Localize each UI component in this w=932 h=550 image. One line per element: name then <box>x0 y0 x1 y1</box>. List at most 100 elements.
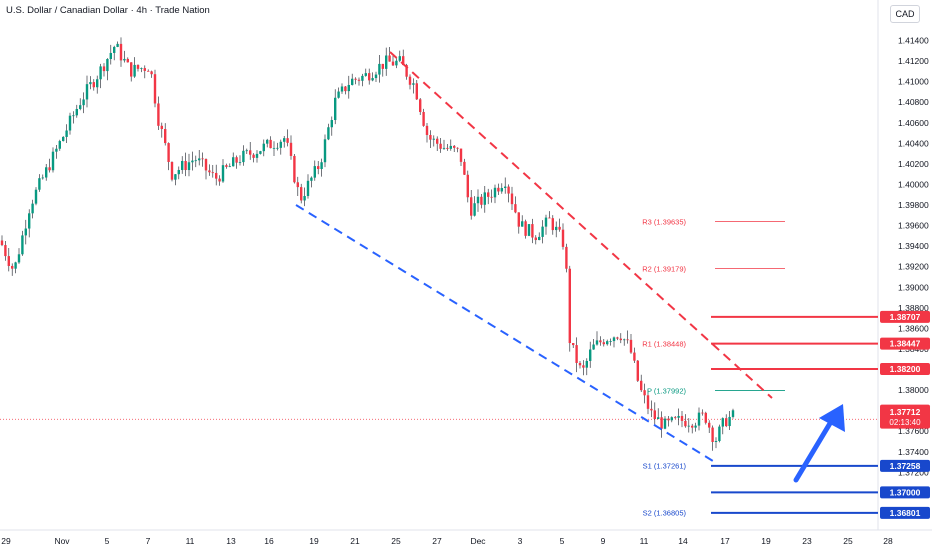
candle-body <box>198 158 201 161</box>
candle-body <box>24 228 27 236</box>
candle-body <box>334 97 337 121</box>
candle-body <box>208 170 211 173</box>
candle-body <box>439 143 442 149</box>
candle-body <box>670 417 673 421</box>
candle-body <box>514 204 517 213</box>
candle-body <box>432 138 435 140</box>
candle-body <box>340 86 344 92</box>
candle-body <box>453 145 456 148</box>
candle-body <box>470 197 473 216</box>
candle-body <box>368 73 371 81</box>
candle-body <box>306 180 310 197</box>
price-axis[interactable]: 1.41400 1.41200 1.41000 1.40800 1.40600 1.404… <box>880 36 930 519</box>
time-axis[interactable]: 29 Nov 5 7 11 13 16 19 21 25 27 Dec 3 5 9 11 14 17 19 23 25 2… <box>1 536 893 546</box>
price-badge-value: 1.36801 <box>890 508 921 518</box>
candle-body <box>626 339 629 341</box>
x-tick-label: 27 <box>432 536 442 546</box>
trend-lines <box>295 51 773 462</box>
candle-body <box>385 55 388 69</box>
candle-body <box>82 99 85 106</box>
x-tick-label: 29 <box>1 536 11 546</box>
candle-body <box>157 103 160 126</box>
candle-body <box>194 160 197 162</box>
pivot-label: R3 (1.39635) <box>642 217 686 226</box>
candle-body <box>650 408 653 411</box>
candle-body <box>395 60 398 66</box>
x-tick-label: 17 <box>720 536 730 546</box>
candle-body <box>109 52 112 60</box>
candle-body <box>140 68 143 69</box>
candle-body <box>599 340 602 343</box>
candle-body <box>68 115 72 131</box>
candle-body <box>242 150 245 163</box>
x-tick-label: 19 <box>761 536 771 546</box>
candle-body <box>143 68 146 71</box>
candle-body <box>381 63 384 69</box>
candle-body <box>697 412 701 426</box>
y-tick-label: 1.40200 <box>898 159 929 169</box>
x-tick-label: Dec <box>470 536 486 546</box>
candle-body <box>687 425 690 427</box>
candle-body <box>153 74 157 104</box>
candle-body <box>493 187 497 198</box>
candle-body <box>677 415 680 418</box>
candle-body <box>232 157 235 167</box>
candle-body <box>283 138 286 142</box>
y-tick-label: 1.37400 <box>898 447 929 457</box>
candle-body <box>388 55 391 62</box>
x-tick-label: 21 <box>350 536 360 546</box>
candle-body <box>504 186 507 189</box>
x-tick-label: 13 <box>226 536 236 546</box>
candle-body <box>235 157 238 163</box>
candle-body <box>62 136 65 142</box>
candle-body <box>585 360 588 368</box>
candle-body <box>402 56 405 66</box>
candle-body <box>419 99 422 112</box>
price-badge-value: 1.37712 <box>890 407 921 417</box>
price-badge-value: 1.37258 <box>890 461 921 471</box>
price-badge-value: 1.38707 <box>890 312 921 322</box>
candle-body <box>364 73 367 76</box>
y-tick-label: 1.40600 <box>898 118 929 128</box>
pivot-label: S2 (1.36805) <box>643 508 687 517</box>
price-badge <box>880 363 930 376</box>
candle-body <box>72 115 75 117</box>
candle-body <box>330 120 333 128</box>
candle-body <box>238 162 242 163</box>
price-badge-value: 1.38200 <box>890 364 921 374</box>
candle-body <box>92 82 95 88</box>
candle-body <box>721 418 724 427</box>
candle-body <box>17 254 21 263</box>
candle-body <box>623 339 626 341</box>
candle-body <box>211 172 214 174</box>
bullish-arrow-shaft <box>793 417 835 483</box>
candle-body <box>133 64 136 77</box>
price-badge-value: 1.37000 <box>890 487 921 497</box>
currency-button[interactable]: CAD <box>890 5 920 23</box>
candle-body <box>680 415 684 421</box>
candle-body <box>691 425 694 428</box>
candle-body <box>75 108 78 116</box>
candle-body <box>320 162 323 169</box>
x-tick-label: 16 <box>264 536 274 546</box>
candle-body <box>558 226 561 230</box>
candle-body <box>612 337 616 342</box>
price-badge <box>880 486 930 499</box>
y-tick-label: 1.41200 <box>898 56 929 66</box>
candle-body <box>731 410 735 417</box>
candle-body <box>436 138 439 144</box>
candle-body <box>694 425 697 428</box>
candle-body <box>640 380 643 391</box>
candle-body <box>483 192 486 205</box>
candle-body <box>96 79 99 88</box>
candle-body <box>106 59 109 72</box>
x-tick-label: 19 <box>309 536 319 546</box>
candle-body <box>164 129 167 144</box>
candle-body <box>99 66 102 80</box>
x-tick-label: 25 <box>391 536 401 546</box>
candle-body <box>616 337 619 339</box>
candle-body <box>38 178 41 190</box>
y-tick-label: 1.38600 <box>898 323 929 333</box>
candle-body <box>317 166 320 169</box>
